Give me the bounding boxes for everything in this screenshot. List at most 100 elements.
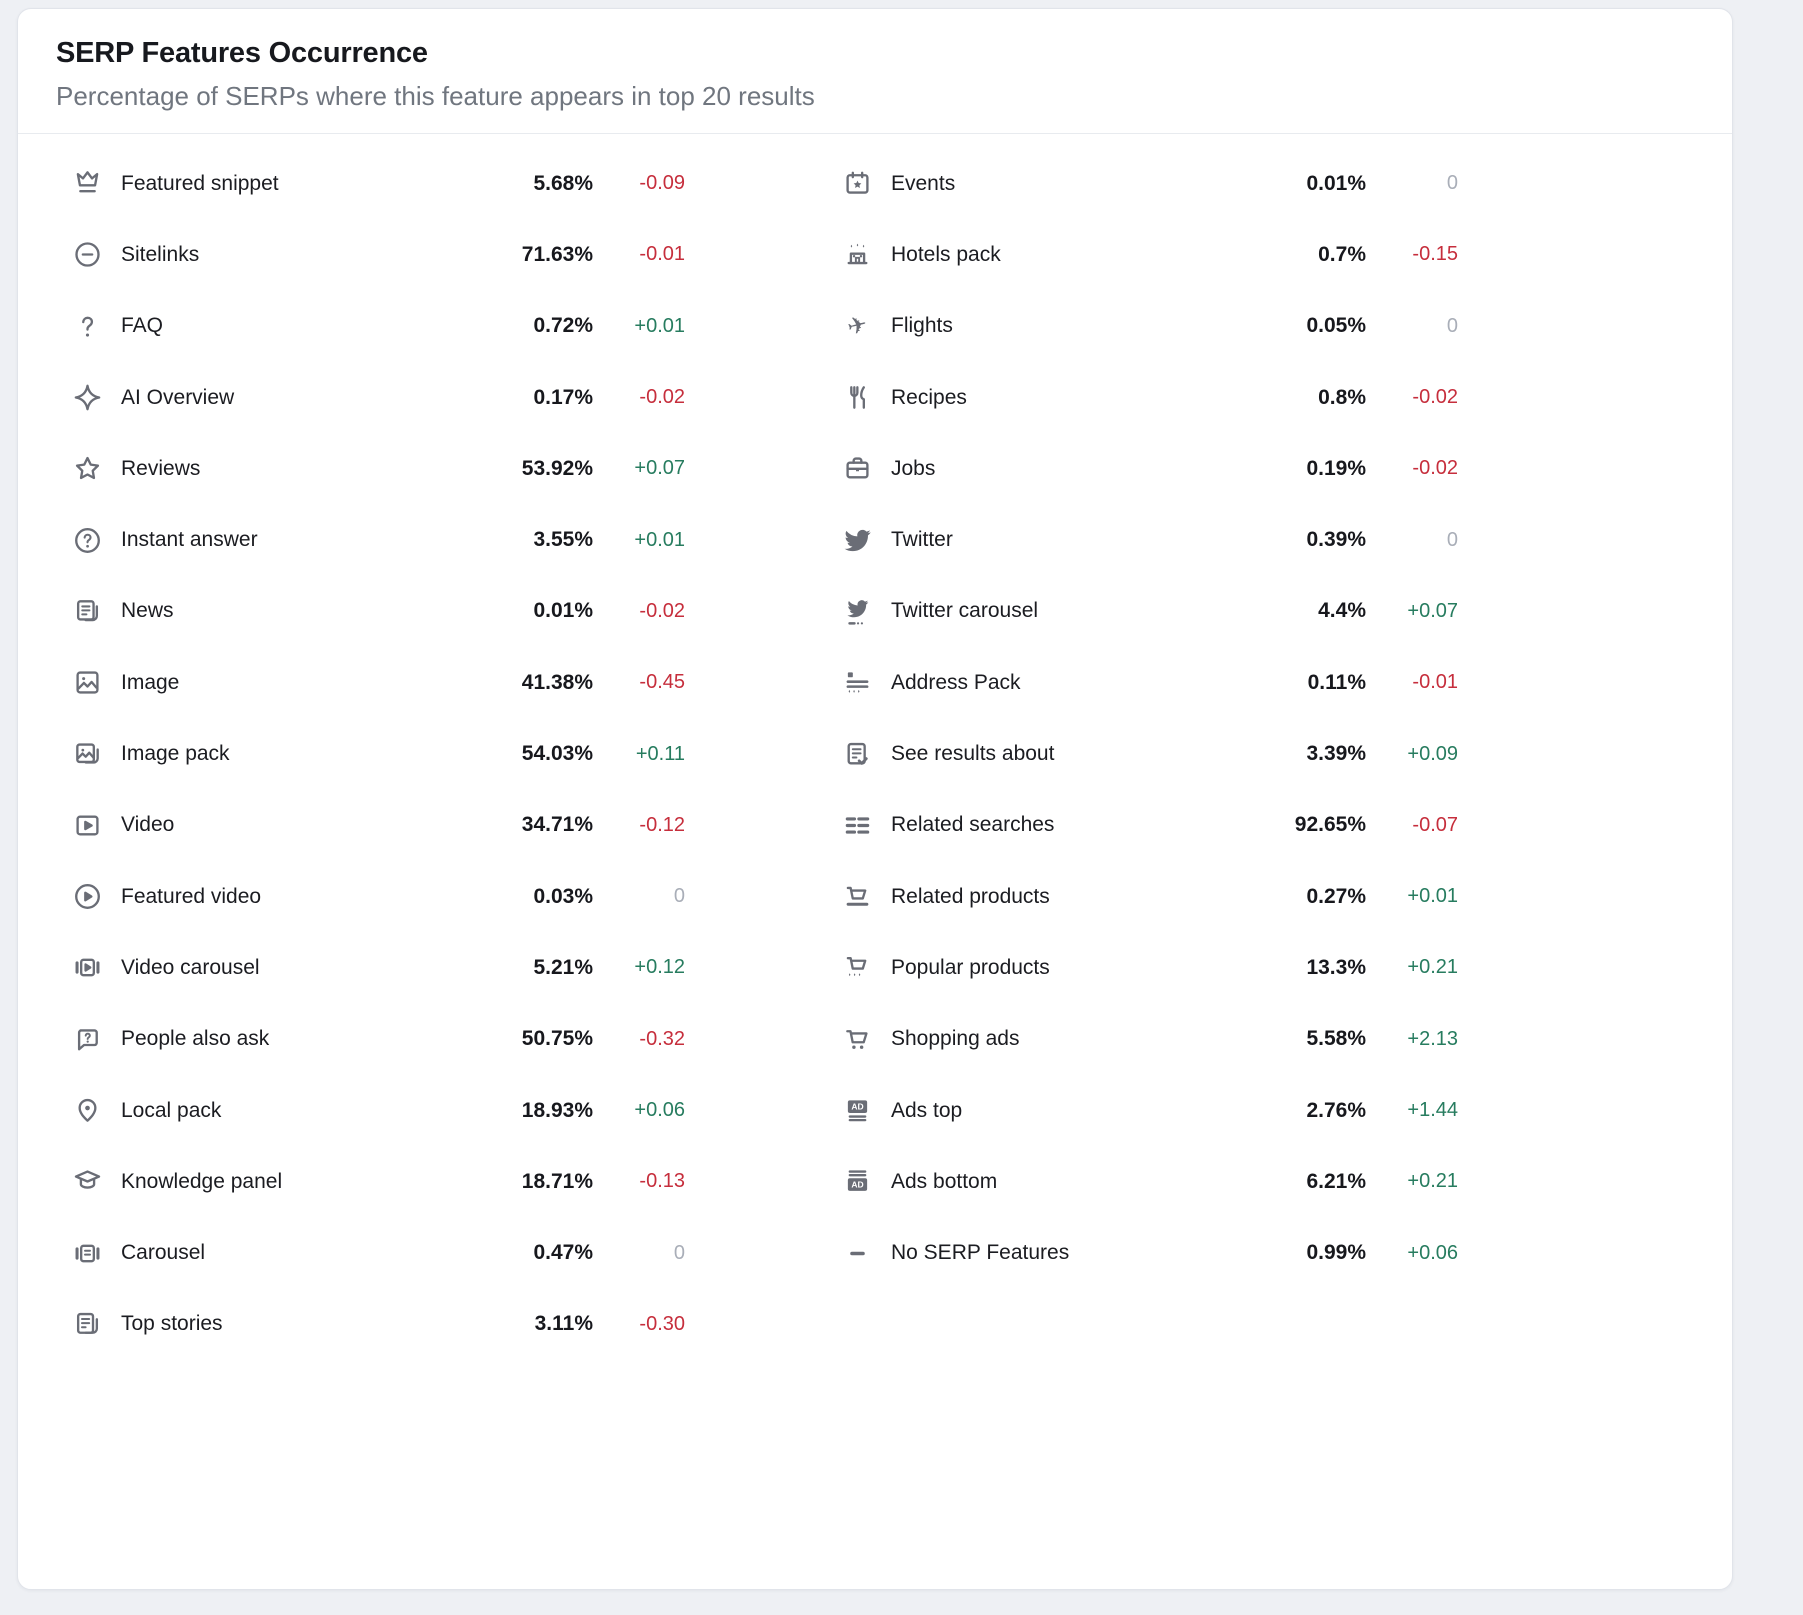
- people-also-ask-icon: [71, 1023, 104, 1056]
- video-icon: [71, 809, 104, 842]
- feature-label: Ads top: [891, 1098, 963, 1122]
- feature-label: Image pack: [121, 742, 230, 766]
- feature-change: -0.15: [1412, 243, 1458, 266]
- feature-value: 0.17%: [533, 385, 593, 409]
- feature-value: 0.8%: [1318, 385, 1366, 409]
- feature-row[interactable]: Knowledge panel 18.71% -0.13: [71, 1146, 685, 1217]
- address-pack-icon: [841, 666, 874, 699]
- serp-features-card: SERP Features Occurrence Percentage of S…: [17, 8, 1733, 1590]
- feature-label: FAQ: [121, 314, 164, 338]
- feature-row[interactable]: Related products 0.27% +0.01: [841, 861, 1458, 932]
- feature-change: 0: [673, 1241, 685, 1264]
- feature-row[interactable]: Featured video 0.03% 0: [71, 861, 685, 932]
- feature-value: 53.92%: [521, 456, 593, 480]
- feature-row[interactable]: Local pack 18.93% +0.06: [71, 1075, 685, 1146]
- feature-label: Knowledge panel: [121, 1169, 283, 1193]
- twitter-bird-icon: [841, 524, 874, 557]
- list-lines-icon: [841, 809, 874, 842]
- card-title: SERP Features Occurrence: [56, 37, 428, 69]
- feature-row[interactable]: Events 0.01% 0: [841, 148, 1458, 219]
- feature-change: -0.13: [639, 1170, 685, 1193]
- feature-row[interactable]: Video 34.71% -0.12: [71, 790, 685, 861]
- feature-row[interactable]: People also ask 50.75% -0.32: [71, 1004, 685, 1075]
- feature-row[interactable]: Related searches 92.65% -0.07: [841, 790, 1458, 861]
- feature-label: Twitter: [891, 528, 953, 552]
- feature-row[interactable]: AD Ads bottom 6.21% +0.21: [841, 1146, 1458, 1217]
- feature-row[interactable]: Recipes 0.8% -0.02: [841, 362, 1458, 433]
- feature-value: 5.68%: [533, 171, 593, 195]
- feature-row[interactable]: Shopping ads 5.58% +2.13: [841, 1004, 1458, 1075]
- feature-row[interactable]: Twitter carousel 4.4% +0.07: [841, 576, 1458, 647]
- cart-stars-icon: [841, 951, 874, 984]
- feature-change: +0.07: [634, 457, 685, 480]
- feature-row[interactable]: Twitter 0.39% 0: [841, 504, 1458, 575]
- feature-row[interactable]: Top stories 3.11% -0.30: [71, 1289, 685, 1360]
- briefcase-icon: [841, 452, 874, 485]
- feature-change: +0.01: [634, 528, 685, 551]
- feature-row[interactable]: Video carousel 5.21% +0.12: [71, 932, 685, 1003]
- image-pack-icon: [71, 738, 104, 771]
- feature-row[interactable]: ✈ Flights 0.05% 0: [841, 291, 1458, 362]
- feature-row[interactable]: Sitelinks 71.63% -0.01: [71, 219, 685, 290]
- feature-change: +0.01: [1407, 885, 1458, 908]
- feature-label: Featured video: [121, 884, 262, 908]
- feature-row[interactable]: Featured snippet 5.68% -0.09: [71, 148, 685, 219]
- featured-video-icon: [71, 880, 104, 913]
- feature-row[interactable]: AD Ads top 2.76% +1.44: [841, 1075, 1458, 1146]
- cart-line-icon: [841, 880, 874, 913]
- feature-change: +0.07: [1407, 599, 1458, 622]
- feature-row[interactable]: Instant answer 3.55% +0.01: [71, 504, 685, 575]
- feature-value: 50.75%: [521, 1027, 593, 1051]
- feature-row[interactable]: Carousel 0.47% 0: [71, 1217, 685, 1288]
- feature-row[interactable]: No SERP Features 0.99% +0.06: [841, 1217, 1458, 1288]
- feature-row[interactable]: Popular products 13.3% +0.21: [841, 932, 1458, 1003]
- feature-label: Video carousel: [121, 955, 260, 979]
- carousel-icon: [71, 1237, 104, 1270]
- question-mark-icon: [71, 310, 104, 343]
- feature-label: Reviews: [121, 456, 201, 480]
- airplane-icon: ✈: [841, 310, 874, 343]
- feature-label: AI Overview: [121, 385, 235, 409]
- feature-change: +0.06: [634, 1099, 685, 1121]
- svg-text:AD: AD: [851, 1102, 863, 1112]
- features-grid: Featured snippet 5.68% -0.09 Sitelinks 71.63…: [18, 134, 1732, 1390]
- feature-value: 0.03%: [533, 884, 593, 908]
- hotel-icon: [841, 238, 874, 271]
- feature-row[interactable]: Jobs 0.19% -0.02: [841, 433, 1458, 504]
- feature-value: 3.11%: [534, 1312, 593, 1336]
- twitter-carousel-icon: [841, 595, 874, 628]
- feature-change: +0.06: [1407, 1241, 1458, 1264]
- feature-row[interactable]: Address Pack 0.11% -0.01: [841, 647, 1458, 718]
- feature-change: -0.01: [1412, 671, 1458, 694]
- feature-label: Jobs: [891, 456, 936, 480]
- svg-text:✈: ✈: [845, 310, 870, 340]
- feature-change: -0.32: [639, 1027, 685, 1050]
- feature-change: -0.02: [1412, 386, 1458, 409]
- feature-value: 0.01%: [1306, 171, 1366, 195]
- feature-row[interactable]: FAQ 0.72% +0.01: [71, 291, 685, 362]
- sitelinks-icon: [71, 238, 104, 271]
- feature-label: People also ask: [121, 1027, 270, 1051]
- feature-row[interactable]: Reviews 53.92% +0.07: [71, 433, 685, 504]
- feature-row[interactable]: Image pack 54.03% +0.11: [71, 718, 685, 789]
- feature-value: 0.11%: [1307, 670, 1366, 694]
- ads-bottom-icon: AD: [841, 1165, 874, 1198]
- feature-row[interactable]: Image 41.38% -0.45: [71, 647, 685, 718]
- feature-value: 4.4%: [1318, 599, 1366, 623]
- feature-label: Address Pack: [891, 670, 1021, 694]
- feature-change: -0.02: [639, 386, 685, 409]
- ai-sparkle-icon: [71, 381, 104, 414]
- top-stories-icon: [71, 1308, 104, 1341]
- feature-row[interactable]: AI Overview 0.17% -0.02: [71, 362, 685, 433]
- feature-value: 0.19%: [1306, 456, 1366, 480]
- feature-row[interactable]: Hotels pack 0.7% -0.15: [841, 219, 1458, 290]
- feature-row[interactable]: News 0.01% -0.02: [71, 576, 685, 647]
- svg-text:AD: AD: [851, 1180, 863, 1190]
- feature-change: +2.13: [1407, 1027, 1458, 1050]
- feature-change: -0.30: [639, 1312, 685, 1335]
- calendar-star-icon: [841, 167, 874, 200]
- ads-top-icon: AD: [841, 1094, 874, 1127]
- feature-row[interactable]: See results about 3.39% +0.09: [841, 718, 1458, 789]
- feature-label: Ads bottom: [891, 1169, 998, 1193]
- features-column-right: Events 0.01% 0 Hotels pack 0.7% -0.15 ✈ Flights…: [841, 148, 1458, 1360]
